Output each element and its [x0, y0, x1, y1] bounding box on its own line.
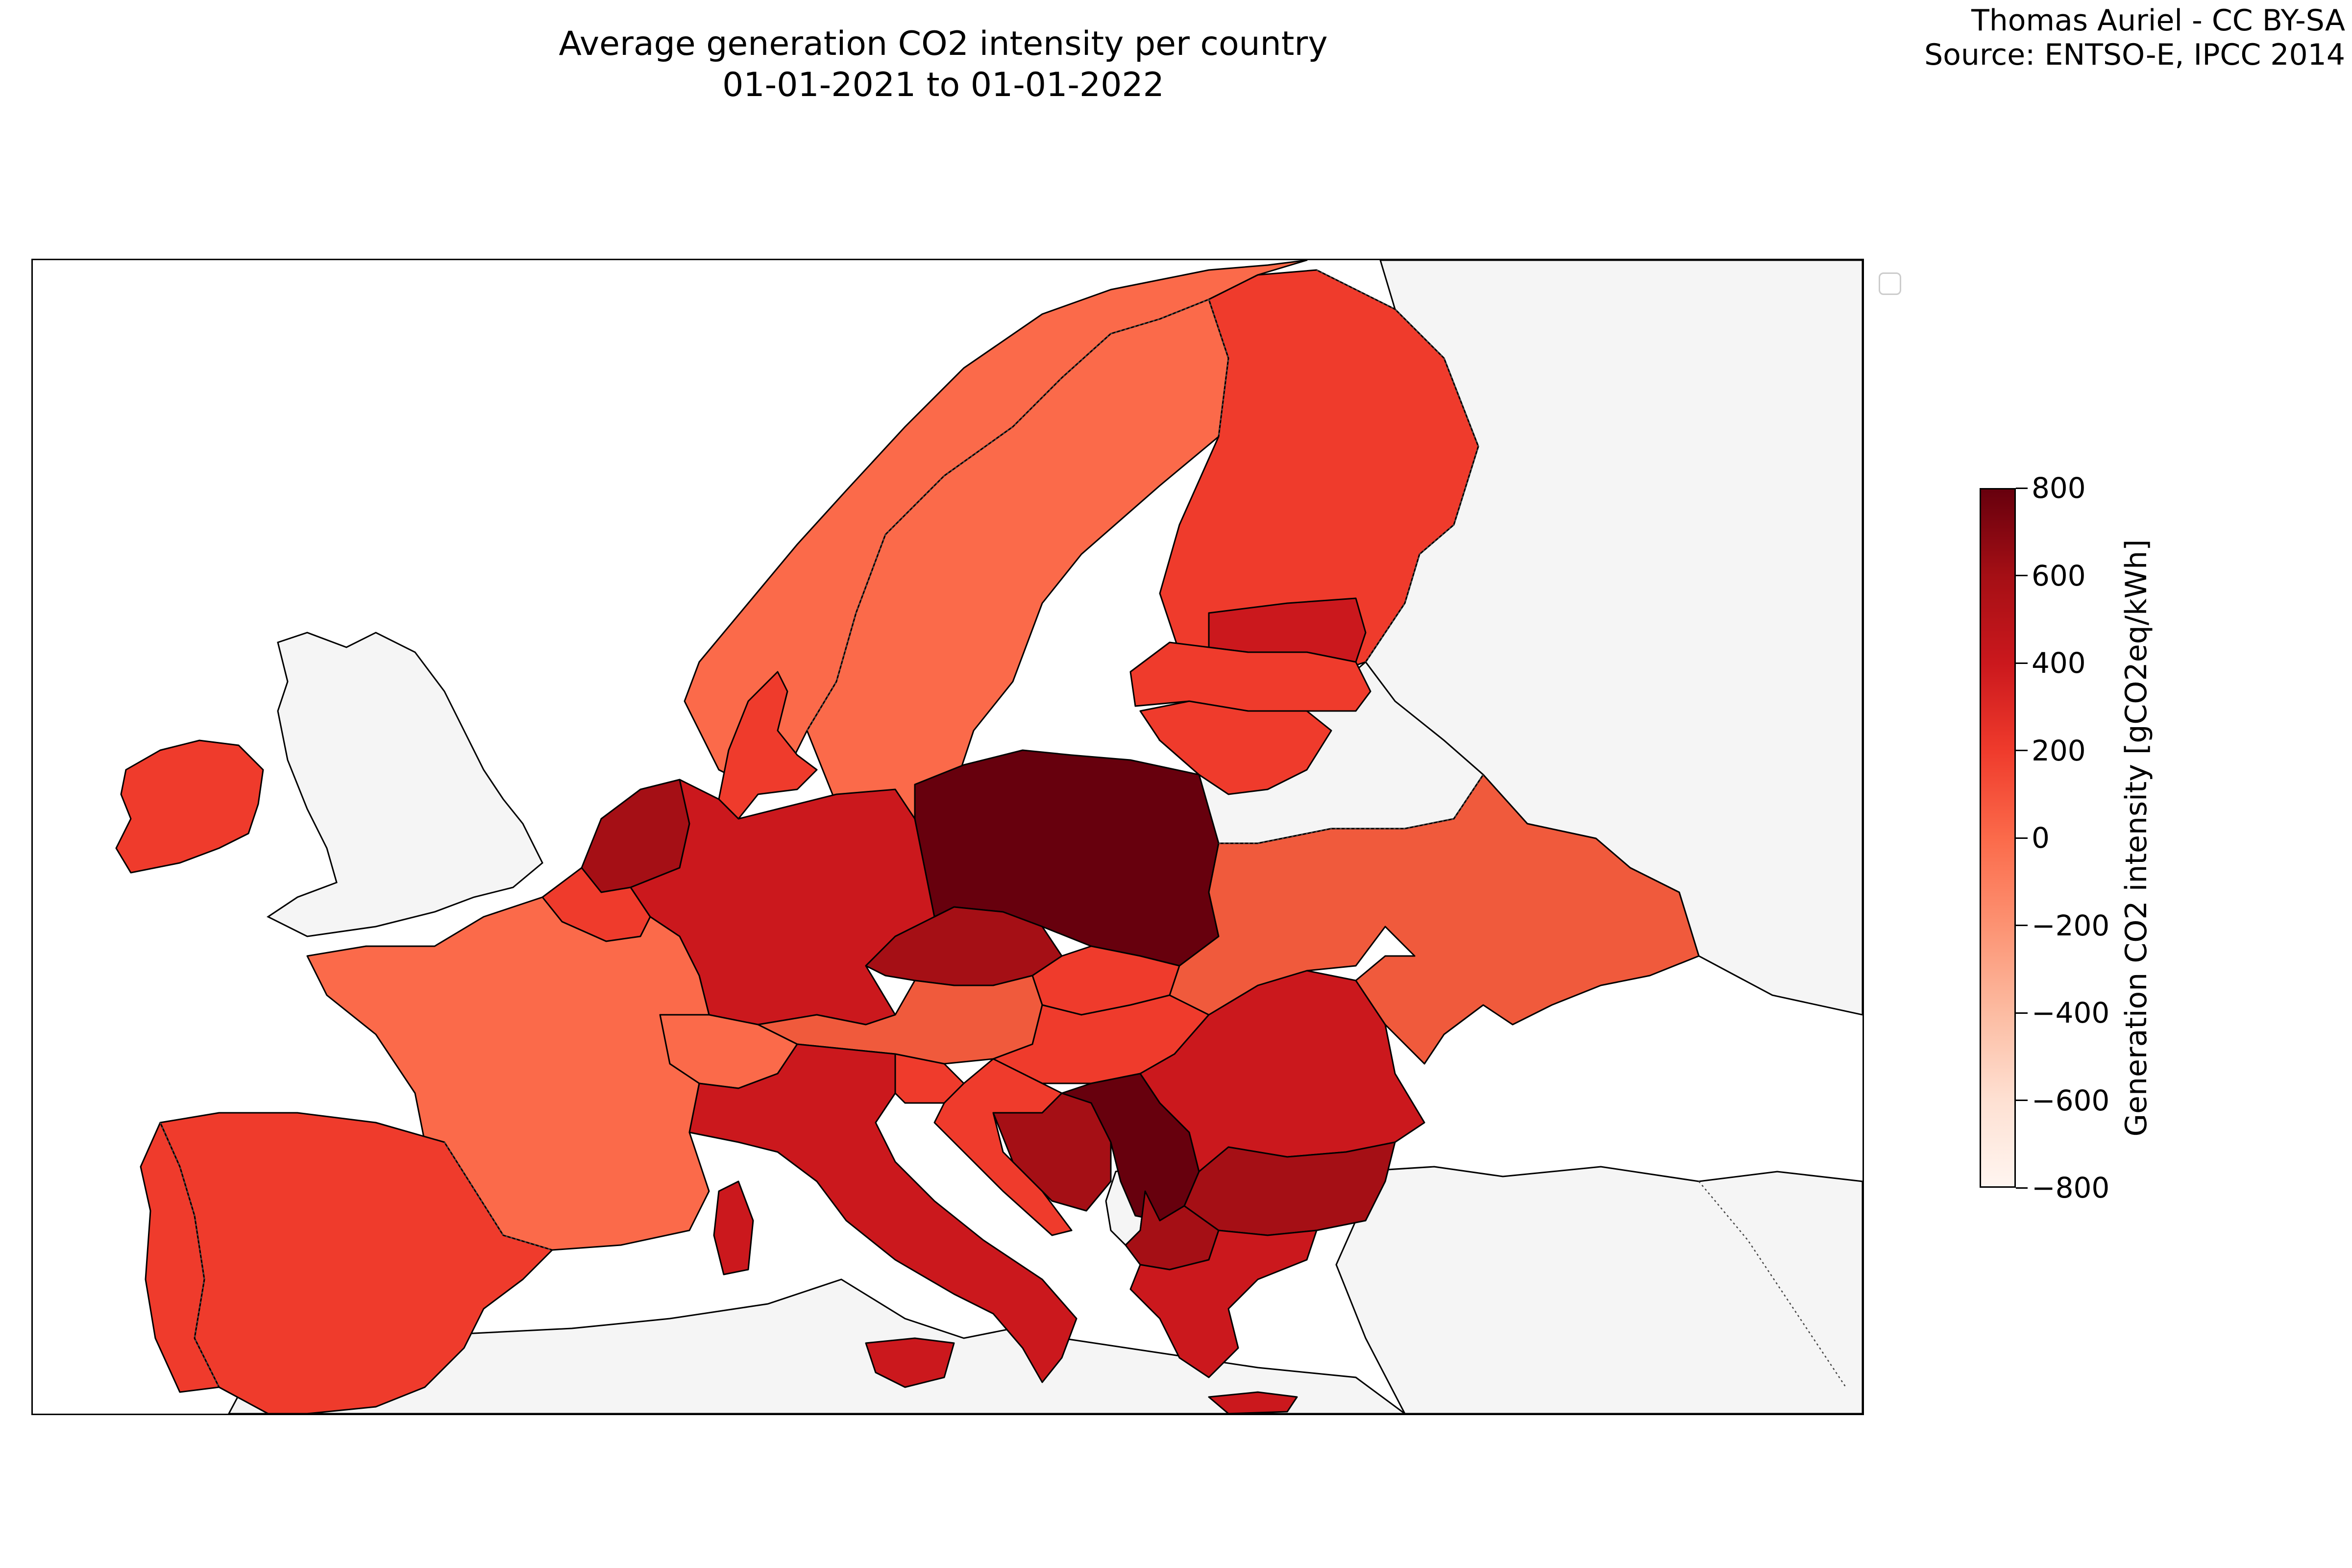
- colorbar-tick-label: 800: [2032, 471, 2086, 505]
- colorbar-tick-label: −400: [2032, 996, 2110, 1029]
- colorbar-tick-mark: [2016, 575, 2028, 576]
- map-frame: [31, 259, 1864, 1415]
- country-portugal: [140, 1122, 220, 1393]
- colorbar-tick-label: −600: [2032, 1083, 2110, 1117]
- map-subtitle: 01-01-2021 to 01-01-2022: [722, 66, 1164, 104]
- colorbar-tick-mark: [2016, 1187, 2028, 1189]
- country-finland: [1159, 269, 1479, 683]
- colorbar-tick-label: −200: [2032, 908, 2110, 942]
- source-credit: Source: ENTSO-E, IPCC 2014: [1924, 38, 2345, 72]
- country-croatia: [933, 1058, 1073, 1236]
- colorbar-tick-mark: [2016, 662, 2028, 664]
- land-turkey: [1305, 1166, 1862, 1414]
- country-lithuania: [1139, 700, 1332, 795]
- border-norway-sweden: [806, 298, 1209, 731]
- author-credit: Thomas Auriel - CC BY-SA: [1971, 3, 2345, 38]
- country-bosnia: [992, 1092, 1112, 1212]
- colorbar-tick-mark: [2016, 750, 2028, 751]
- country-sardinia: [713, 1180, 754, 1275]
- border-finland-russia: [1316, 269, 1479, 662]
- colorbar-tick-mark: [2016, 837, 2028, 839]
- colorbar-tick-mark: [2016, 925, 2028, 926]
- land-great-britain: [267, 632, 543, 937]
- colorbar-tick-label: −800: [2032, 1171, 2110, 1204]
- country-greece: [1129, 1229, 1318, 1378]
- country-ukraine: [1169, 774, 1700, 1065]
- colorbar-tick-label: 200: [2032, 734, 2086, 767]
- country-denmark: [718, 671, 818, 820]
- map-title: Average generation CO2 intensity per cou…: [559, 24, 1328, 63]
- colorbar-tick-label: 600: [2032, 559, 2086, 592]
- colorbar-tick-mark: [2016, 1100, 2028, 1101]
- colorbar-tick-mark: [2016, 1012, 2028, 1014]
- country-ireland: [115, 739, 264, 874]
- colorbar-tick-label: 400: [2032, 646, 2086, 680]
- colorbar-tick-mark: [2016, 487, 2028, 489]
- map-svg: [115, 260, 1862, 1414]
- country-sicily: [865, 1337, 955, 1388]
- country-italy: [688, 1043, 1078, 1383]
- country-crete: [1208, 1391, 1298, 1414]
- border-sweden-finland: [1208, 299, 1229, 437]
- border-spain-portugal: [159, 1122, 220, 1388]
- colorbar-tick-label: 0: [2032, 821, 2050, 855]
- colorbar-label: Generation CO2 intensity [gCO2eq/kWh]: [2119, 539, 2154, 1137]
- country-bulgaria: [1183, 1141, 1396, 1236]
- border-belarus-ukraine: [1219, 774, 1484, 844]
- colorbar: [1980, 488, 2016, 1188]
- legend-box: [1879, 272, 1901, 295]
